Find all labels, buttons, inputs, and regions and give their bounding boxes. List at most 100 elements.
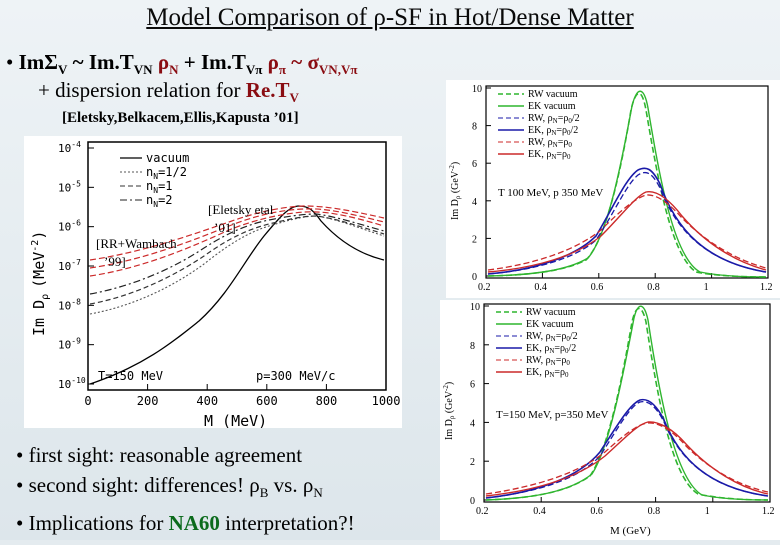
left-curve-red-2 xyxy=(89,208,385,269)
left-curve-vacuum xyxy=(89,205,385,385)
top_plot-ytick-label: 2 xyxy=(472,234,477,245)
bottom_plot-xtick-label: 0.4 xyxy=(533,506,546,517)
top-ylabel: Im Dρ (GeV-2) xyxy=(448,162,462,220)
top-curve-ek-half xyxy=(487,167,767,275)
left-legend-half: nN=1/2 xyxy=(146,165,187,181)
bottom-legend-1: EK vacuum xyxy=(526,319,574,330)
bullet-implications-na60: NA60 xyxy=(168,511,220,536)
left-xtick-label: 800 xyxy=(316,394,338,408)
top_plot-xtick-label: 1.2 xyxy=(760,282,773,293)
bottom-legend: RW vacuum EK vacuum RW, ρN=ρ0/2 EK, ρN=ρ… xyxy=(496,307,578,379)
left-ytick-label: 10-4 xyxy=(58,140,81,155)
top-curve-rw-full xyxy=(487,194,767,271)
left-ytick-label: 10-8 xyxy=(58,297,81,312)
top_plot-xtick-label: 0.6 xyxy=(591,282,604,293)
left-annotation-eletsky-year: ’01] xyxy=(214,220,236,235)
top_plot-ytick-label: 10 xyxy=(472,84,482,95)
left-ytick-label: 10-5 xyxy=(58,179,81,194)
bullet-second-sub-n: N xyxy=(313,485,323,501)
left-label-momentum: p=300 MeV/c xyxy=(256,369,335,383)
dispersion-bold: Re.T xyxy=(245,78,290,102)
left-xtick-label: 600 xyxy=(256,394,278,408)
left-xtick-label: 0 xyxy=(84,394,91,408)
bottom_plot-ytick-label: 2 xyxy=(470,457,475,468)
top_plot-xtick-label: 0.2 xyxy=(478,282,491,293)
bullet-second-sub-b: B xyxy=(259,485,269,501)
bottom_plot-xtick-label: 0.2 xyxy=(476,506,489,517)
bottom-curve-ek-full xyxy=(485,421,769,497)
formula-d-sub: Vπ xyxy=(245,62,263,78)
dispersion-text: + dispersion relation for xyxy=(38,78,246,102)
left-xtick-label: 1000 xyxy=(372,394,401,408)
bottom-xlabel: M (GeV) xyxy=(610,525,651,537)
top-right-plot-panel: 0.2 0.4 0.6 0.8 1 1.2 10 8 6 4 2 0 RW vacuum EK vac… xyxy=(446,80,780,298)
top-curves xyxy=(487,90,767,278)
top_plot-ytick-label: 0 xyxy=(472,272,477,283)
top-legend-0: RW vacuum xyxy=(528,89,578,100)
left-legend-vacuum: vacuum xyxy=(146,151,189,165)
left-ytick-label: 10-9 xyxy=(58,337,81,352)
top-legend-3: EK, ρN=ρ0/2 xyxy=(528,125,578,137)
top-legend-4: RW, ρN=ρ0 xyxy=(528,137,572,149)
bottom_plot-ytick-label: 8 xyxy=(470,341,475,352)
top_plot-ytick-label: 6 xyxy=(472,159,477,170)
bottom_plot-xtick-label: 1.2 xyxy=(762,506,775,517)
bottom-plot-frame xyxy=(483,303,771,503)
top_plot-ytick-label: 8 xyxy=(472,122,477,133)
formula-a-sub: V xyxy=(58,62,68,78)
bottom-legend-0: RW vacuum xyxy=(526,307,576,318)
bottom-legend-5: EK, ρN=ρ0 xyxy=(526,367,569,379)
left-annotation-rr-year: ’99] xyxy=(104,254,126,269)
top-legend-2: RW, ρN=ρ0/2 xyxy=(528,113,580,125)
left-plot: 0 200 400 600 800 1000 10-4 10-5 10-6 10-7 10-8 10-… xyxy=(30,140,401,430)
left-ytick-label: 10-6 xyxy=(58,219,81,234)
bottom-curve-rw-full xyxy=(485,422,769,495)
bottom-right-plot: 0.2 0.4 0.6 0.8 1 1.2 10 8 6 4 2 0 RW vacuum EK vac… xyxy=(442,302,775,537)
top-legend-5: EK, ρN=ρ0 xyxy=(528,149,571,161)
bullet-first-sight: • first sight: reasonable agreement xyxy=(16,443,303,467)
top_plot-ytick-label: 4 xyxy=(472,197,477,208)
left-legend-two: nN=2 xyxy=(146,193,173,209)
left-plot-panel: 0 200 400 600 800 1000 10-4 10-5 10-6 10-7 10-8 10-… xyxy=(24,136,402,430)
top-legend: RW vacuum EK vacuum RW, ρN=ρ0/2 EK, ρN=ρ… xyxy=(498,89,580,161)
top-legend-1: EK vacuum xyxy=(528,101,576,112)
left-ytick-label: 10-7 xyxy=(58,258,81,273)
slide-title: Model Comparison of ρ-SF in Hot/Dense Ma… xyxy=(146,4,634,31)
bottom-curves xyxy=(485,305,769,501)
formula-c: ρ xyxy=(152,50,170,74)
formula-e: ρ xyxy=(262,50,279,74)
left-ylabel: Im Dρ(MeV-2) xyxy=(30,231,51,336)
left-xtick-label: 400 xyxy=(196,394,218,408)
bottom-right-plot-panel: 0.2 0.4 0.6 0.8 1 1.2 10 8 6 4 2 0 RW vacuum EK vac… xyxy=(440,300,780,540)
top-right-plot: 0.2 0.4 0.6 0.8 1 1.2 10 8 6 4 2 0 RW vacuum EK vac… xyxy=(448,84,773,293)
top_plot-xtick-label: 0.4 xyxy=(534,282,547,293)
bullet-second-sight: • second sight: differences! ρB vs. ρN xyxy=(16,470,355,508)
bullet: • xyxy=(6,50,14,74)
bullet-implications-tail: interpretation?! xyxy=(219,511,355,536)
formula-d: + Im.T xyxy=(178,50,246,74)
left-curve-red-1 xyxy=(89,211,385,277)
bottom_plot-xtick-label: 0.8 xyxy=(648,506,661,517)
left-annotation-rr: [RR+Wambach xyxy=(96,236,177,251)
reference-citation: [Eletsky,Belkacem,Ellis,Kapusta ’01] xyxy=(62,110,299,126)
formula-e-sub: π xyxy=(278,62,287,78)
bottom-legend-4: RW, ρN=ρ0 xyxy=(526,355,570,367)
formula-f-sub: VN,Vπ xyxy=(318,62,358,78)
top-curve-ek-vacuum xyxy=(487,90,767,278)
bottom-legend-2: RW, ρN=ρ0/2 xyxy=(526,331,578,343)
bottom-ylabel: Im Dρ (GeV-2) xyxy=(442,382,456,440)
bottom_plot-xtick-label: 1 xyxy=(705,506,710,517)
dispersion-bold-sub: V xyxy=(289,90,299,106)
top-plot-frame xyxy=(485,85,769,279)
left-label-temperature: T=150 MeV xyxy=(98,369,163,383)
bullet-second-text: • second sight: differences! ρ xyxy=(16,473,260,497)
bottom-legend-3: EK, ρN=ρ0/2 xyxy=(526,343,576,355)
left-xtick-label: 200 xyxy=(137,394,159,408)
left-curves xyxy=(89,205,385,385)
left-ytick-label: 10-10 xyxy=(58,376,86,391)
left-curve-red-3 xyxy=(89,205,385,261)
formula-line: • ImΣV ~ Im.TVN ρN + Im.TVπ ρπ ~ σVN,Vπ xyxy=(6,50,357,78)
formula-a: ImΣ xyxy=(18,50,59,74)
bullet-implications: • Implications for NA60 interpretation?! xyxy=(16,508,355,538)
left-plot-frame xyxy=(87,141,387,391)
